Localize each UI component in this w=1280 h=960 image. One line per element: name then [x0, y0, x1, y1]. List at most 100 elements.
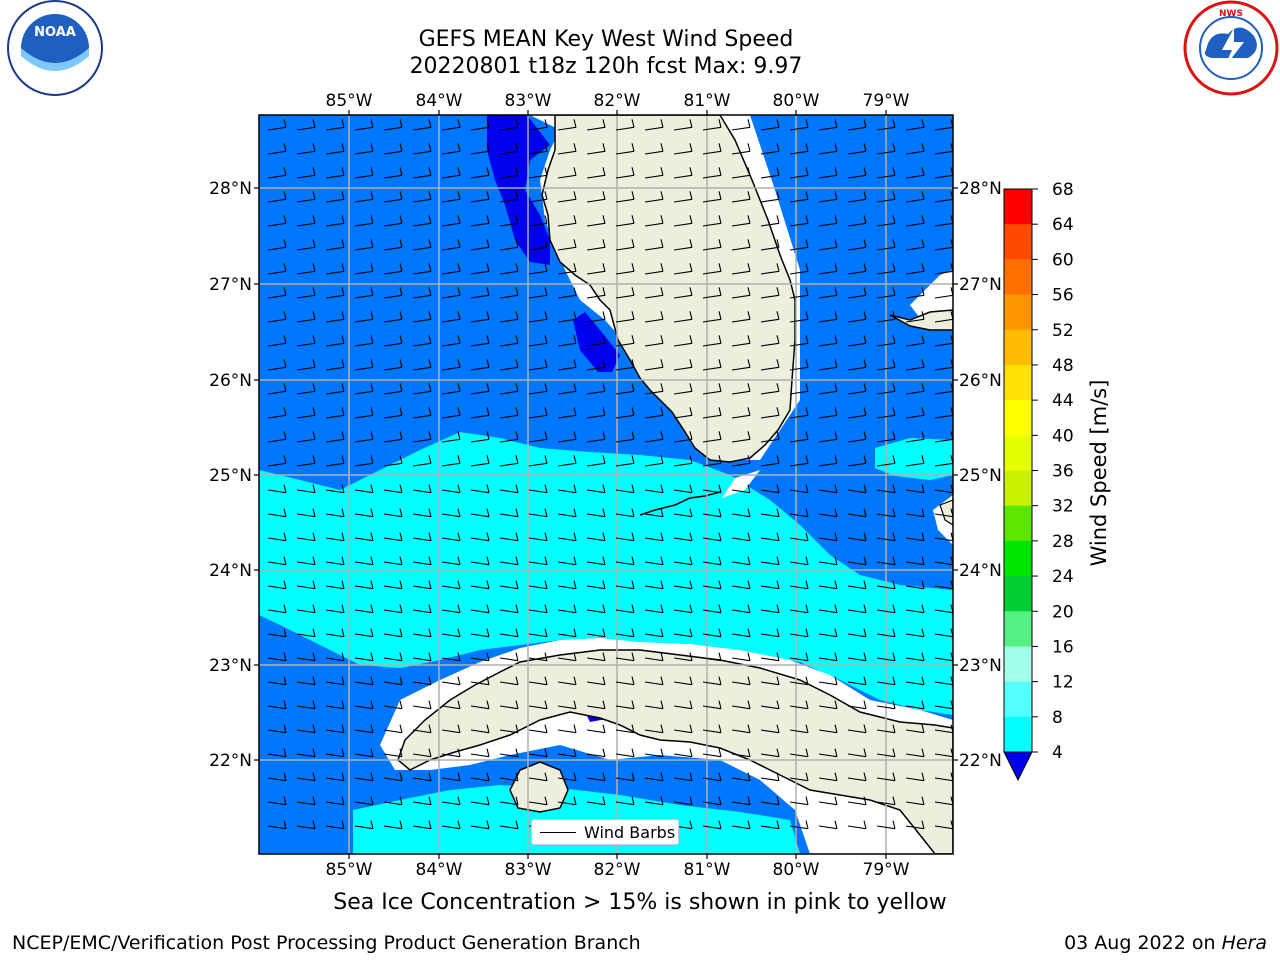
- land-florida: [541, 115, 796, 463]
- lon-label-top: 84°W: [416, 91, 463, 111]
- wind-barb: [760, 191, 780, 203]
- wind-barb: [557, 532, 577, 542]
- wind-barb: [354, 604, 374, 614]
- wind-barb: [876, 335, 896, 347]
- wind-barb: [557, 724, 577, 734]
- wind-barb: [586, 652, 606, 662]
- wind-barb: [499, 604, 519, 614]
- svg-text:NOAA: NOAA: [34, 25, 76, 40]
- wind-barb: [528, 676, 548, 686]
- wind-barb: [267, 772, 287, 782]
- wind-barb: [354, 748, 374, 758]
- wind-barb: [354, 239, 374, 251]
- wind-barb: [557, 143, 577, 155]
- wind-barb: [644, 239, 664, 251]
- wind-barb: [499, 532, 519, 542]
- wind-barb: [905, 532, 925, 542]
- wind-barb: [731, 556, 751, 566]
- wind-barb: [847, 215, 867, 227]
- wind-barb: [354, 484, 374, 494]
- wind-barb: [760, 263, 780, 275]
- wind-barb: [789, 796, 809, 806]
- wind-barb: [499, 700, 519, 710]
- wind-barb: [325, 359, 345, 371]
- wind-barb: [441, 724, 461, 734]
- wind-barb: [673, 215, 693, 227]
- wind-barb: [818, 700, 838, 710]
- wind-barb: [412, 580, 432, 590]
- colorbar-tick-label: 16: [1052, 637, 1074, 657]
- wind-barb: [644, 431, 664, 443]
- wind-barb: [586, 532, 606, 542]
- wind-barb: [905, 508, 925, 518]
- wind-barb: [702, 556, 722, 566]
- wind-barb: [528, 239, 548, 251]
- wind-barb: [847, 796, 867, 806]
- footer-date: 03 Aug 2022 on Hera: [1064, 932, 1267, 954]
- colorbar-tick-label: 64: [1052, 215, 1074, 235]
- wind-barb: [760, 455, 780, 467]
- wind-barb: [325, 263, 345, 275]
- wind-barb: [615, 748, 635, 758]
- wind-barb: [673, 167, 693, 179]
- wind-barb: [296, 263, 316, 275]
- wind-barb: [615, 700, 635, 710]
- wind-barb: [644, 772, 664, 782]
- colorbar-tick-label: 52: [1052, 321, 1074, 341]
- wind-barb: [818, 407, 838, 419]
- colorbar-tick-label: 36: [1052, 462, 1074, 482]
- wind-barb: [673, 143, 693, 155]
- map-panel: [259, 115, 953, 854]
- wind-barb: [325, 167, 345, 179]
- wind-barb: [876, 311, 896, 323]
- wind-barb: [644, 676, 664, 686]
- wind-barb: [673, 191, 693, 203]
- wind-barb: [876, 676, 896, 686]
- wind-barb: [557, 652, 577, 662]
- wind-barb: [615, 508, 635, 518]
- wind-barb: [731, 772, 751, 782]
- wind-barb: [441, 580, 461, 590]
- wind-barb: [441, 263, 461, 275]
- wind-barb: [731, 167, 751, 179]
- wind-barb: [731, 143, 751, 155]
- wind-barb: [847, 311, 867, 323]
- wind-barb: [354, 556, 374, 566]
- wind-barb: [441, 383, 461, 395]
- colorbar-segment: [1004, 646, 1032, 683]
- wind-barb: [615, 724, 635, 734]
- wind-barb: [383, 287, 403, 299]
- wind-barb: [267, 604, 287, 614]
- wind-barb: [499, 580, 519, 590]
- wind-barb: [470, 532, 490, 542]
- wind-barb: [731, 239, 751, 251]
- lon-label-top: 83°W: [505, 91, 552, 111]
- wind-barb: [760, 676, 780, 686]
- wind-barb: [760, 724, 780, 734]
- colorbar-tick-label: 44: [1052, 391, 1074, 411]
- wind-barb: [383, 191, 403, 203]
- wind-barb: [470, 796, 490, 806]
- colorbar: 68 64 60 56 52 48 44 40 36 32 28 24 20 16 12 8 4: [1003, 180, 1074, 782]
- wind-barb: [876, 431, 896, 443]
- wind-barb: [731, 263, 751, 275]
- wind-barb: [383, 508, 403, 518]
- wind-barb: [644, 484, 664, 494]
- wind-barb: [296, 652, 316, 662]
- wind-barb: [441, 556, 461, 566]
- wind-barb: [818, 796, 838, 806]
- wind-barb: [470, 143, 490, 155]
- wind-barb: [296, 724, 316, 734]
- wind-barb: [615, 676, 635, 686]
- wind-barb: [876, 604, 896, 614]
- wind-barb: [412, 628, 432, 638]
- wind-barb: [818, 239, 838, 251]
- wind-barb: [528, 748, 548, 758]
- wind-barb: [586, 580, 606, 590]
- lat-label-right: 22°N: [959, 751, 1002, 771]
- wind-barb: [818, 628, 838, 638]
- wind-barb: [586, 191, 606, 203]
- wind-barb: [731, 580, 751, 590]
- wind-barb: [818, 311, 838, 323]
- wind-barb: [412, 359, 432, 371]
